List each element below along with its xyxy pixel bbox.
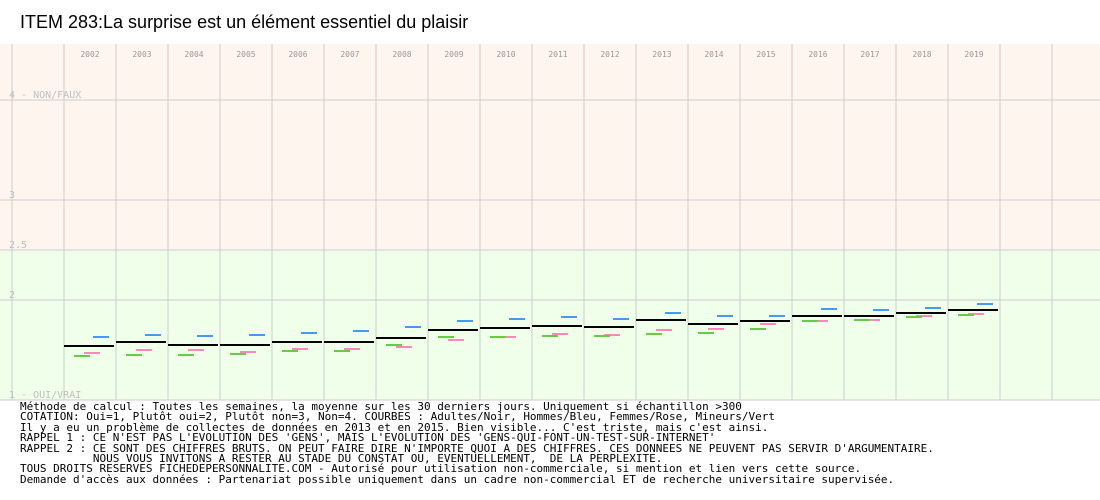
note-line-4: RAPPEL 1 : CE N'EST PAS L'EVOLUTION DES …	[20, 431, 716, 445]
x-tick-label: 2015	[756, 50, 775, 59]
y-tick-label: 4 - NON/FAUX	[9, 90, 81, 101]
upper-band	[0, 44, 1100, 250]
x-tick-label: 2011	[548, 50, 567, 59]
y-tick-label: 3	[9, 190, 15, 201]
x-tick-label: 2014	[704, 50, 723, 59]
x-tick-label: 2002	[80, 50, 99, 59]
x-tick-label: 2005	[236, 50, 255, 59]
x-tick-label: 2006	[288, 50, 307, 59]
x-tick-label: 2019	[964, 50, 983, 59]
note-line-2: COTATION: Oui=1, Plutôt oui=2, Plutôt no…	[20, 410, 775, 424]
note-line-5: RAPPEL 2 : CE SONT DES CHIFFRES BRUTS. O…	[20, 441, 934, 455]
x-tick-label: 2018	[912, 50, 931, 59]
x-tick-label: 2003	[132, 50, 151, 59]
chart-title: ITEM 283:La surprise est un élément esse…	[20, 12, 469, 32]
x-tick-label: 2009	[444, 50, 463, 59]
note-line-8: Demande d'accès aux données : Partenaria…	[20, 472, 895, 486]
y-tick-label: 2.5	[9, 240, 27, 251]
note-line-3: Il y a eu un problème de collectes de do…	[20, 420, 769, 434]
x-tick-label: 2004	[184, 50, 203, 59]
x-tick-label: 2008	[392, 50, 411, 59]
x-tick-label: 2012	[600, 50, 619, 59]
x-tick-label: 2007	[340, 50, 359, 59]
x-tick-label: 2017	[860, 50, 879, 59]
methodology-notes: Méthode de calcul : Toutes les semaines,…	[20, 400, 1095, 486]
note-line-1: Méthode de calcul : Toutes les semaines,…	[20, 400, 742, 413]
y-tick-label: 1 - OUI/VRAI	[9, 390, 81, 401]
x-tick-label: 2010	[496, 50, 515, 59]
x-tick-label: 2013	[652, 50, 671, 59]
x-tick-label: 2016	[808, 50, 827, 59]
note-line-6: NOUS VOUS INVITONS A RESTER AU STADE DU …	[20, 452, 663, 466]
y-tick-label: 2	[9, 290, 15, 301]
note-line-7: TOUS DROITS RESERVES FICHEDEPERSONNALITE…	[20, 462, 862, 476]
